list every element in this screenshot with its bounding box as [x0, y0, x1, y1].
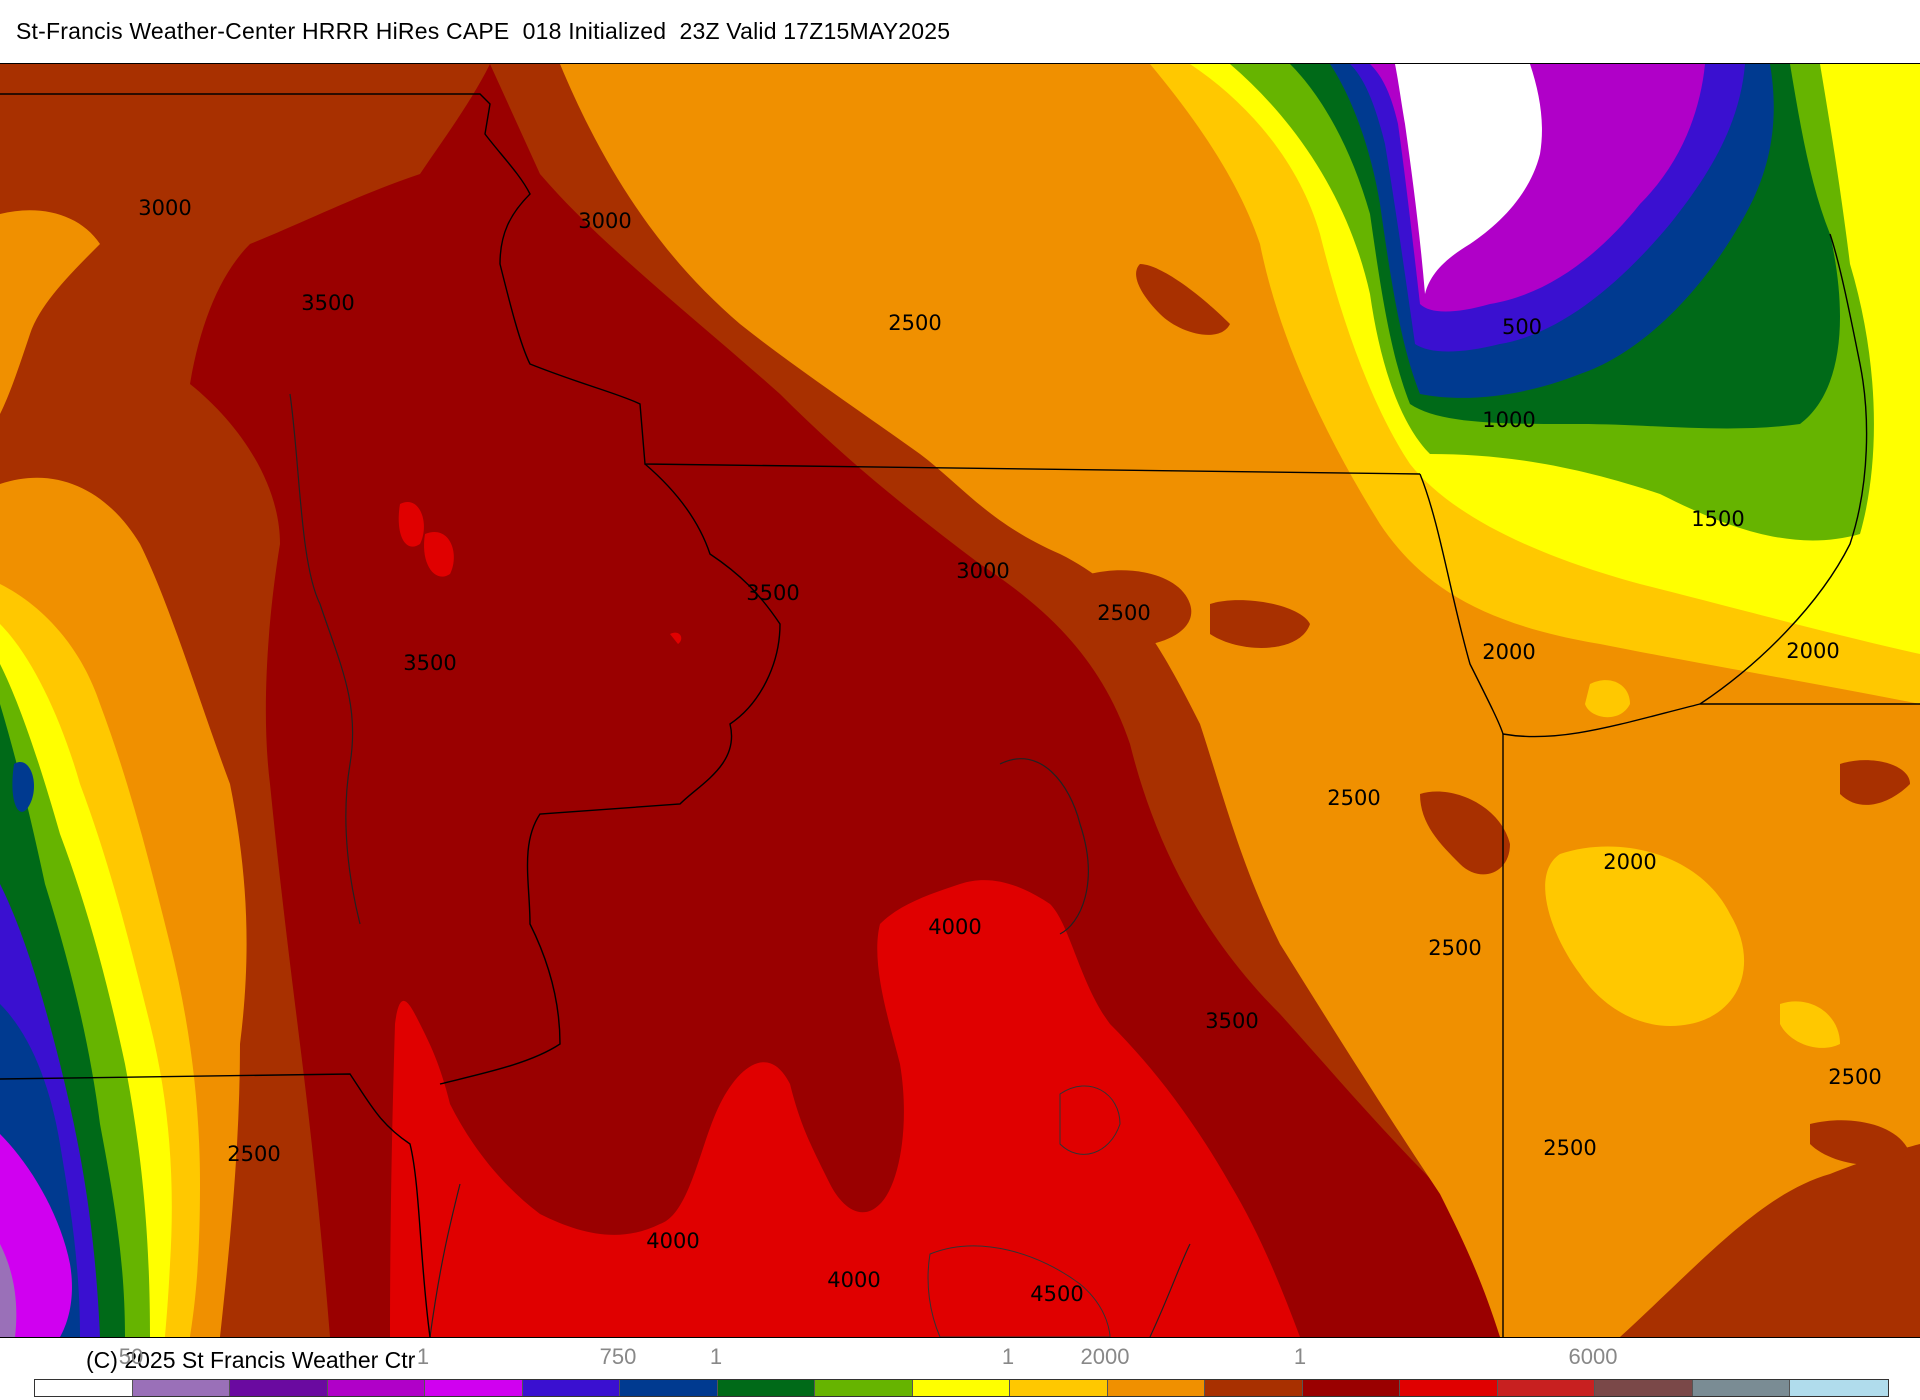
- contour-label: 4500: [1030, 1282, 1083, 1306]
- contour-label: 3500: [403, 651, 456, 675]
- border-ne2: [1419, 473, 1504, 735]
- colorbar-swatch: [1692, 1380, 1790, 1396]
- scale-tick-label: 750: [599, 1344, 637, 1369]
- border-ne3: [1699, 233, 1868, 705]
- contour-label: 3500: [1205, 1009, 1258, 1033]
- colorbar-swatch: [1595, 1380, 1693, 1396]
- contour-label: 3000: [956, 559, 1009, 583]
- cape-0-region-ne: [1395, 64, 1542, 294]
- colorbar-swatch: [327, 1380, 425, 1396]
- border-north: [0, 93, 1421, 475]
- contour-label: 2500: [1828, 1065, 1881, 1089]
- colorbar-swatch: [620, 1380, 718, 1396]
- cape-3000-blob: [1840, 760, 1910, 805]
- cape-2000-region: [1545, 846, 1745, 1026]
- cape-3000-blob: [1210, 600, 1310, 648]
- contour-label: 2500: [227, 1142, 280, 1166]
- contour-label: 500: [1502, 315, 1542, 339]
- colorbar-swatch: [35, 1380, 133, 1396]
- border-ne: [1502, 703, 1920, 738]
- cape-3000-blob: [1076, 570, 1192, 647]
- scale-tick-label: 6000: [1568, 1344, 1618, 1369]
- cape-3000-blob: [1420, 791, 1510, 875]
- scale-tick-label: 50: [118, 1344, 144, 1369]
- colorbar-swatch: [1400, 1380, 1498, 1396]
- colorbar-swatch: [1107, 1380, 1205, 1396]
- colorbar-swatch: [132, 1380, 230, 1396]
- cape-2500-region-west: [0, 210, 100, 414]
- contour-label: 4000: [827, 1268, 880, 1292]
- scale-tick-label: 1: [1001, 1344, 1015, 1369]
- colorbar-swatch: [1302, 1380, 1400, 1396]
- scale-tick-label: 1: [709, 1344, 723, 1369]
- cape-3000-blob: [1136, 264, 1230, 335]
- contour-label: 4000: [646, 1229, 699, 1253]
- border-west: [0, 1073, 431, 1337]
- state-boundaries: [0, 93, 1920, 1337]
- colorbar-swatch: [815, 1380, 913, 1396]
- copyright-notice: (C) 2025 St Francis Weather Ctr: [86, 1347, 416, 1373]
- contour-label: 3000: [138, 196, 191, 220]
- cape-colorbar: [34, 1379, 1889, 1397]
- cape-3500-blob: [1059, 1085, 1121, 1155]
- cape-4000-blob: [670, 632, 682, 644]
- contour-label: 2000: [1786, 639, 1839, 663]
- contour-labels: 3000 3000 3500 2500 3500 3500 3000 2500 …: [138, 196, 1881, 1306]
- contour-label: 3000: [578, 209, 631, 233]
- contour-label: 3500: [746, 581, 799, 605]
- contour-label: 3500: [301, 291, 354, 315]
- scale-tick-label: 1: [1293, 1344, 1307, 1369]
- colorbar-swatch: [1010, 1380, 1108, 1396]
- contour-label: 1000: [1482, 408, 1535, 432]
- contour-label: 2500: [1428, 936, 1481, 960]
- colorbar-swatch: [1790, 1380, 1888, 1396]
- cape-2000-blob: [1780, 1001, 1840, 1048]
- map-title: St-Francis Weather-Center HRRR HiRes CAP…: [16, 18, 951, 44]
- contour-label: 2000: [1482, 640, 1535, 664]
- scale-tick-label: 2000: [1080, 1344, 1130, 1369]
- contour-label: 2000: [1603, 850, 1656, 874]
- colorbar-swatch: [1497, 1380, 1595, 1396]
- border-river: [439, 463, 781, 1085]
- contour-label: 4000: [928, 915, 981, 939]
- scale-tick-label: 1: [416, 1344, 430, 1369]
- contour-label: 2500: [1543, 1136, 1596, 1160]
- cape-3000-blob: [1810, 1120, 1910, 1165]
- cape-2000-blob: [1585, 680, 1630, 718]
- cape-1000-blob-west: [12, 762, 35, 812]
- cape-4000-blob: [424, 532, 454, 577]
- colorbar-swatch: [1205, 1380, 1303, 1396]
- contour-label: 2500: [1327, 786, 1380, 810]
- colorbar-swatch: [522, 1380, 620, 1396]
- cape-1750-region-east: [1870, 64, 1920, 284]
- cape-250-region-west: [0, 1244, 17, 1337]
- contour-lines: [289, 393, 1191, 1337]
- colorbar-swatch: [912, 1380, 1010, 1396]
- cape-3000-region-se: [1620, 1144, 1920, 1337]
- colorbar-swatch: [717, 1380, 815, 1396]
- contour-label: 2500: [888, 311, 941, 335]
- cape-4000-blob: [398, 502, 424, 547]
- cape-4500-region: [927, 1245, 1111, 1337]
- cape-500-region-west: [0, 1134, 72, 1337]
- cape-4000-region: [390, 880, 1300, 1337]
- contour-label: 1500: [1691, 507, 1744, 531]
- contour-label: 2500: [1097, 601, 1150, 625]
- cape-map: 3000 3000 3500 2500 3500 3500 3000 2500 …: [0, 63, 1920, 1338]
- colorbar-swatch: [425, 1380, 523, 1396]
- colorbar-swatch: [230, 1380, 328, 1396]
